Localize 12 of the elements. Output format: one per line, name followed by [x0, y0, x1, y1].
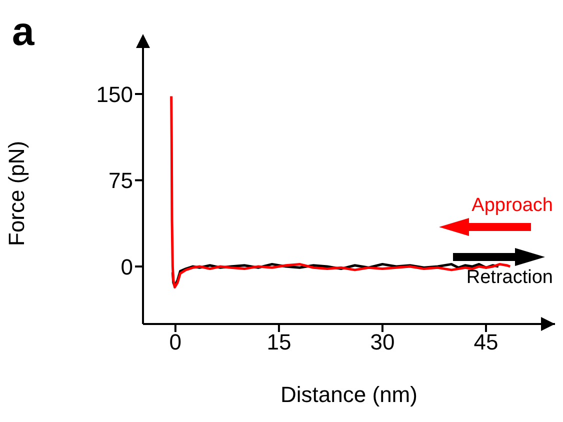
x-tick-label: 15 [266, 330, 292, 355]
text: a [12, 10, 34, 55]
y-tick-label: 0 [120, 254, 133, 280]
x-tick-label: 0 [169, 330, 182, 355]
legend-label: Retraction [466, 266, 553, 290]
y-axis-title: Force (pN) [4, 140, 29, 246]
y-tick-label: 150 [96, 82, 133, 107]
y-tick-label: 75 [108, 168, 133, 194]
x-tick-label: 45 [474, 330, 498, 355]
text: Approach [472, 194, 553, 218]
x-tick-label: 30 [370, 330, 395, 355]
x-axis-title: Distance (nm) [280, 382, 418, 407]
